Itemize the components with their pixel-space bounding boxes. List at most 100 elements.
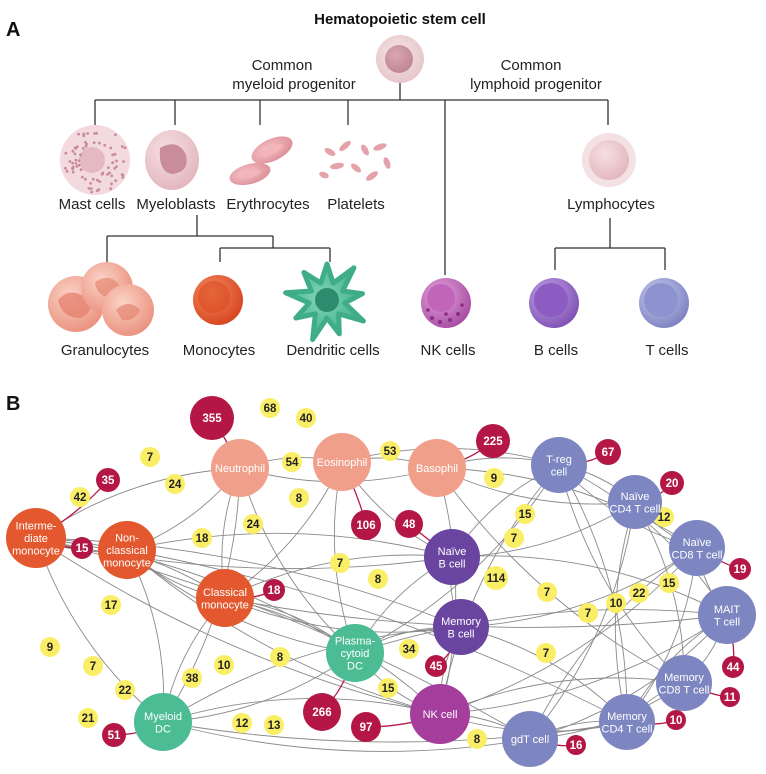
myeloid-progenitor-line2: myeloid progenitor [232,76,355,93]
node-label: Naïve [683,537,712,549]
pair-count-value: 24 [247,519,260,531]
edge-naive_cd4-gdt [529,501,636,740]
pair-count-value: 42 [74,492,87,504]
pair-count-badge: 7 [330,553,350,573]
node-basophil: Basophil [408,439,466,497]
label-t-cells: T cells [645,342,688,359]
label-nk-cells: NK cells [420,342,475,359]
node-label: cell [551,466,568,478]
node-label: NK cell [423,709,458,721]
pair-count-badge: 7 [578,603,598,623]
pair-count-value: 114 [487,573,506,585]
self-count-badge: 16 [566,735,586,755]
pair-count-value: 15 [382,683,395,695]
pair-count-value: 18 [196,533,209,545]
node-label: cytoid [341,648,370,660]
pair-count-value: 68 [264,403,277,415]
edge-nk_cell-treg [439,464,560,715]
node-label: Eosinophil [317,457,368,469]
node-label: Basophil [416,463,458,475]
pair-count-badge: 7 [83,656,103,676]
pair-count-badge: 24 [165,474,185,494]
node-label: B cell [439,558,466,570]
node-label: DC [155,723,171,735]
self-count-badge: 19 [729,558,751,580]
self-count-value: 225 [483,436,503,448]
pair-count-value: 7 [585,608,591,620]
monocyte-icon [193,275,243,325]
node-label: T cell [714,616,740,628]
self-count-value: 18 [268,585,281,597]
self-count-badge: 225 [476,424,510,458]
pair-count-value: 34 [403,644,416,656]
node-label: Interme- [16,521,57,533]
self-count-value: 11 [724,692,737,704]
edge-nonclassical_monocyte-naive_b [126,532,453,558]
node-nk-cell: NK cell [410,684,470,744]
pair-count-badge: 15 [515,504,535,524]
self-count-badge: 51 [102,723,126,747]
self-count-value: 19 [734,564,747,576]
self-count-value: 10 [670,715,683,727]
self-count-value: 15 [76,543,89,555]
pair-count-value: 7 [544,587,550,599]
pair-count-value: 21 [82,713,95,725]
pair-count-badge: 24 [243,514,263,534]
self-count-badge: 45 [425,655,447,677]
pair-count-badge: 17 [101,595,121,615]
pair-count-badge: 114 [484,566,508,590]
self-count-badge: 67 [595,439,621,465]
label-platelets: Platelets [327,196,385,213]
pair-count-value: 7 [337,558,343,570]
platelet-icon [319,140,391,181]
pair-count-value: 17 [105,600,118,612]
pair-count-value: 7 [543,648,549,660]
pair-count-badge: 8 [467,729,487,749]
edge-myeloid_dc-nk_cell [162,697,441,723]
edge-naive_b-mait [451,555,728,616]
node-label: Neutrophil [215,463,265,475]
node-label: Non- [115,533,139,545]
pair-count-value: 24 [169,479,182,491]
pair-count-badge: 68 [260,398,280,418]
nk-cell-icon [421,278,471,328]
pair-count-value: 12 [236,718,249,730]
lineage-tree-lines [94,83,666,275]
node-eosinophil: Eosinophil [313,433,371,491]
edge-memory_b-memory_cd4 [460,626,628,723]
node-label: B cell [448,628,475,640]
pair-count-badge: 12 [232,713,252,733]
pair-count-value: 7 [511,533,517,545]
panel-a-letter: A [6,19,20,41]
node-label: Naïve [438,546,467,558]
pair-count-badge: 54 [282,452,302,472]
pair-count-badge: 8 [270,647,290,667]
pair-count-value: 22 [119,685,132,697]
pair-count-badge: 53 [380,441,400,461]
node-label: CD8 T cell [659,684,710,696]
node-label: monocyte [12,546,60,558]
pair-count-badge: 7 [140,447,160,467]
node-label: Memory [607,711,647,723]
node-label: DC [347,661,363,673]
pair-count-badge: 8 [368,569,388,589]
pair-count-badge: 21 [78,708,98,728]
pair-count-badge: 38 [182,668,202,688]
self-count-value: 44 [727,662,740,674]
myeloid-progenitor-line1: Common [252,57,313,74]
pair-count-value: 15 [519,509,532,521]
pair-count-value: 13 [268,720,281,732]
pair-count-value: 10 [218,660,231,672]
